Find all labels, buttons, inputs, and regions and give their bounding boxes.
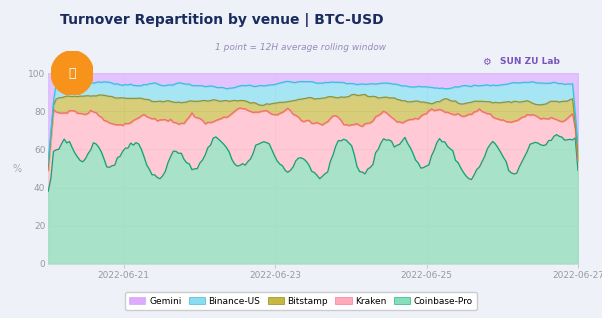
Circle shape <box>51 51 93 95</box>
Text: SUN ZU Lab: SUN ZU Lab <box>500 57 560 66</box>
Text: Turnover Repartition by venue | BTC-USD: Turnover Repartition by venue | BTC-USD <box>60 13 384 27</box>
Legend: Gemini, Binance-US, Bitstamp, Kraken, Coinbase-Pro: Gemini, Binance-US, Bitstamp, Kraken, Co… <box>125 292 477 310</box>
Text: 1 point = 12H average rolling window: 1 point = 12H average rolling window <box>216 43 386 52</box>
Y-axis label: %: % <box>13 163 22 174</box>
Text: ⚙: ⚙ <box>482 57 491 67</box>
Text: ₿: ₿ <box>69 67 76 80</box>
